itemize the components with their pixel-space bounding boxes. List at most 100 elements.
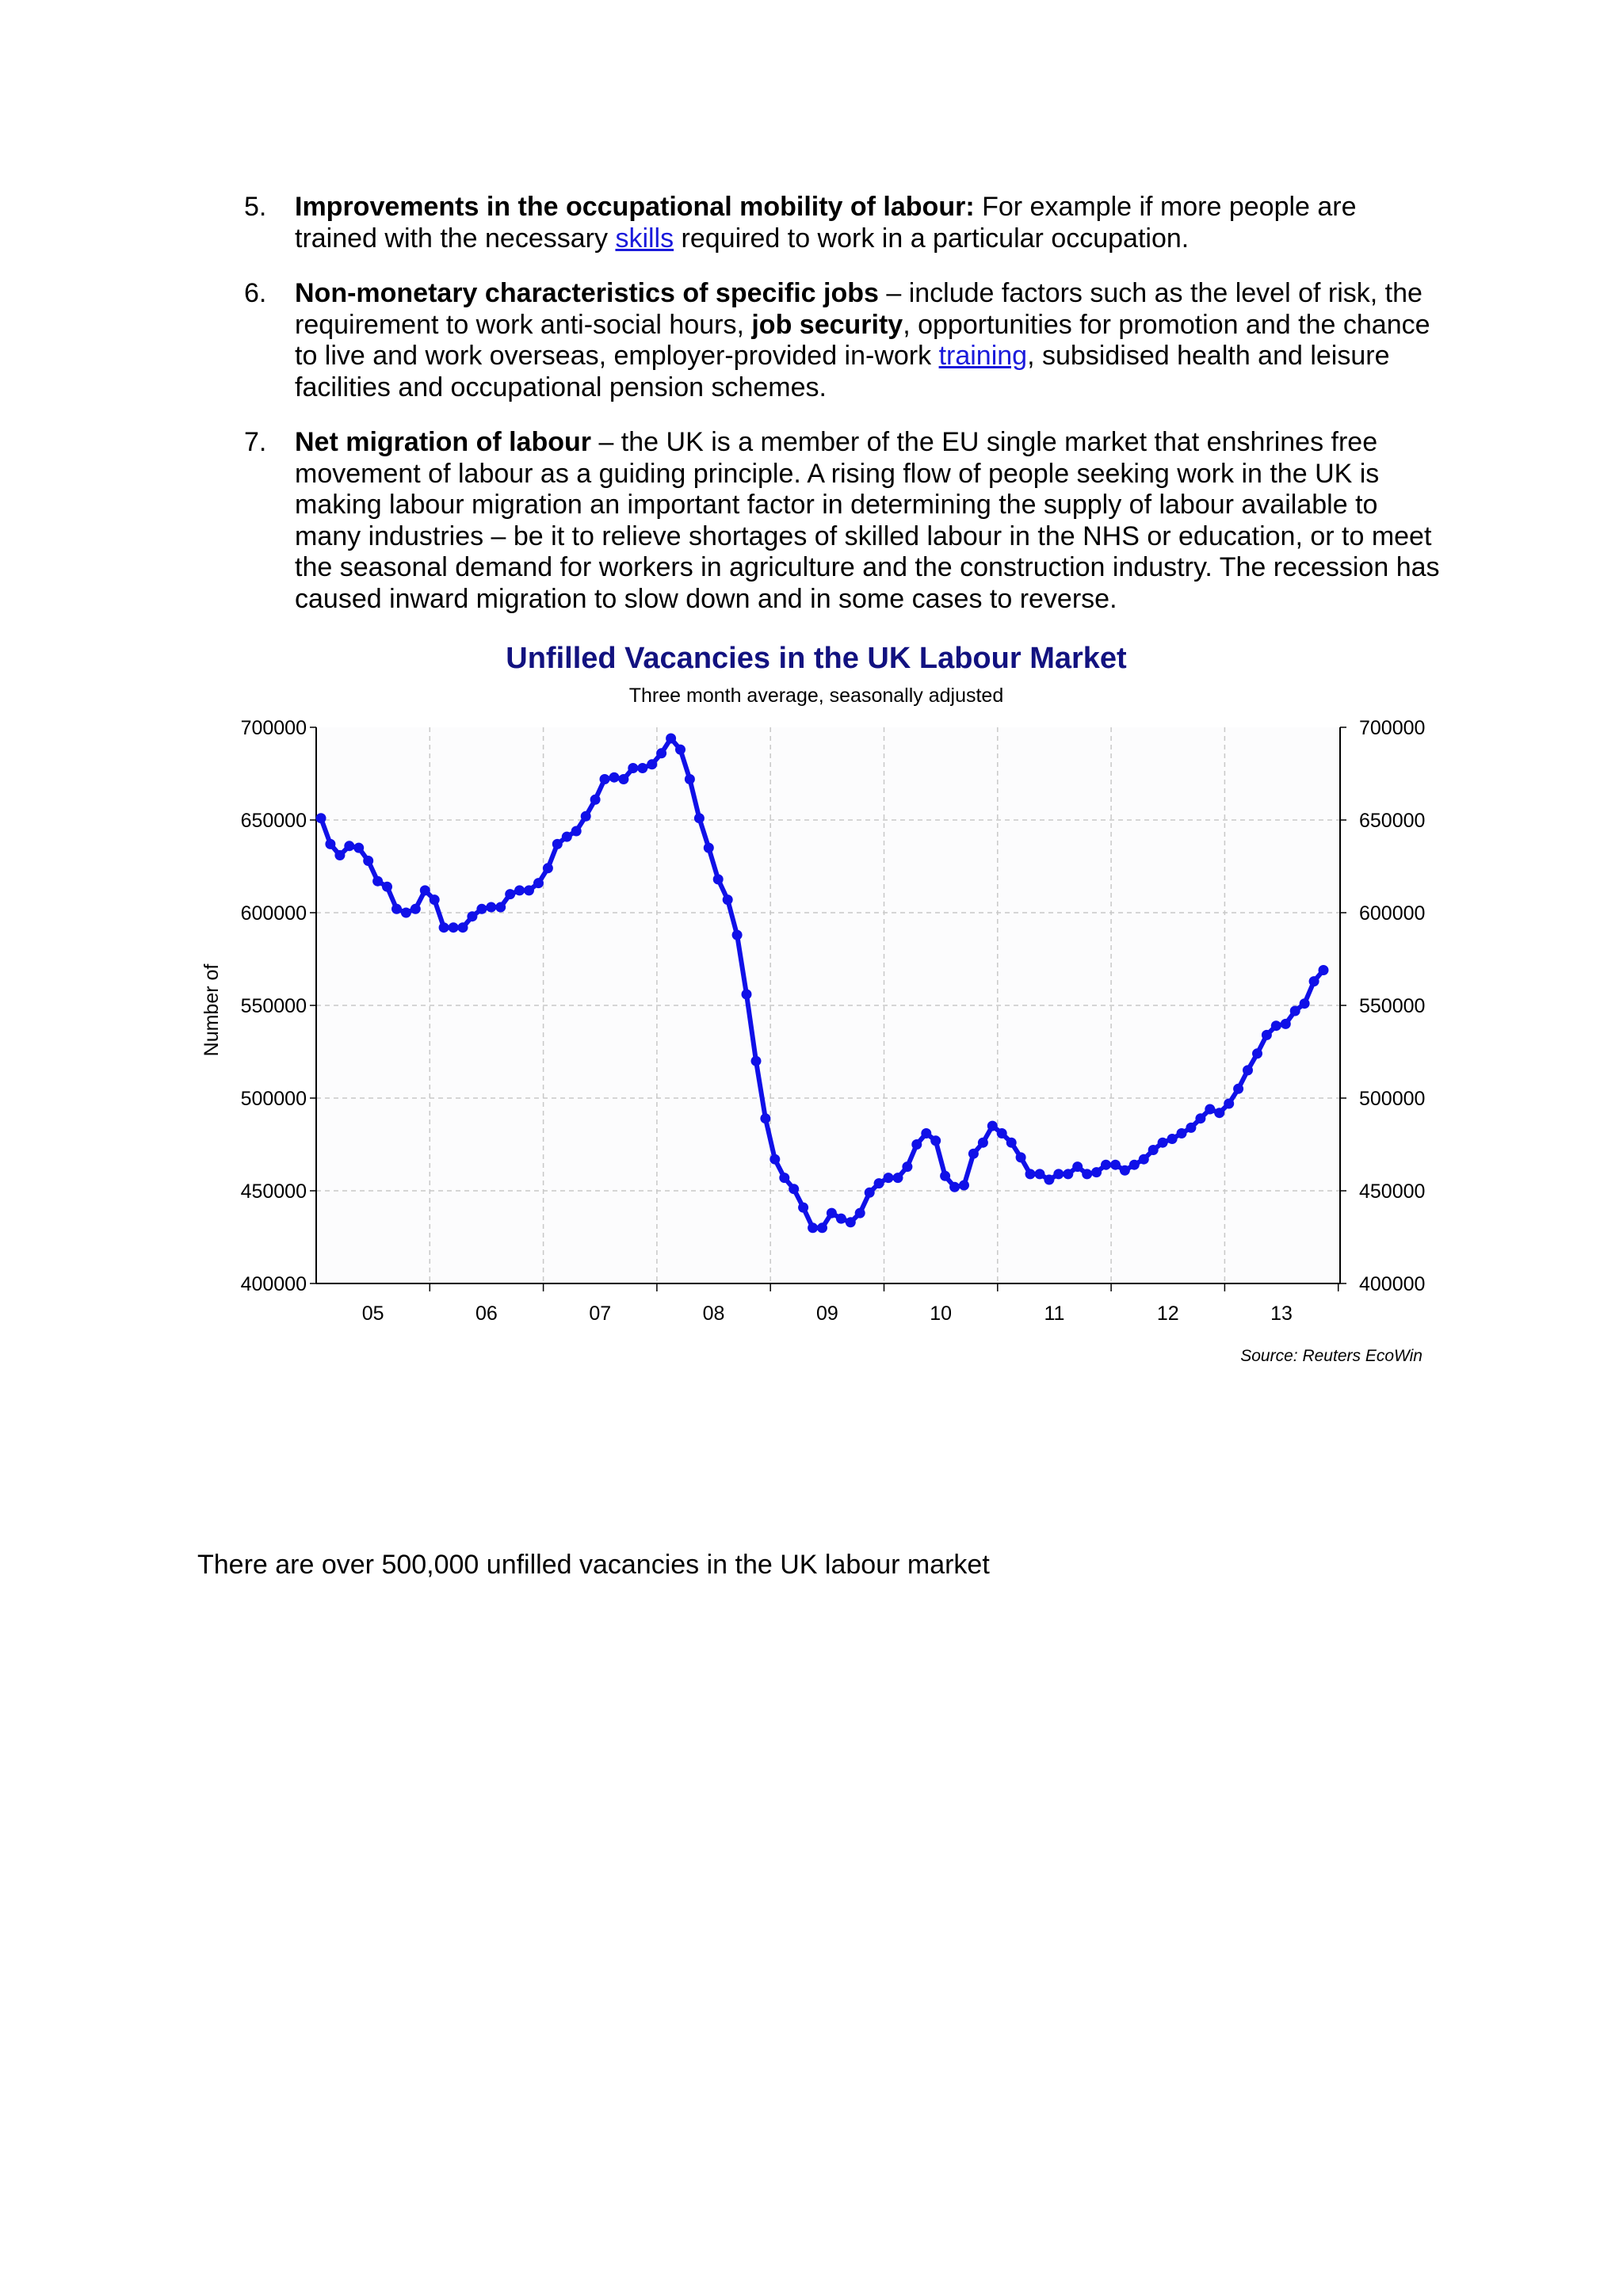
data-point [789, 1184, 800, 1195]
data-point [968, 1148, 979, 1159]
data-point [315, 813, 327, 824]
data-point [1299, 998, 1310, 1009]
data-point [693, 813, 705, 824]
data-point [1119, 1165, 1130, 1176]
data-point [1006, 1137, 1017, 1148]
y-tick-label: 650000 [241, 810, 307, 832]
data-point [1176, 1128, 1187, 1138]
data-point [731, 929, 743, 940]
data-point [448, 922, 459, 933]
data-point [1072, 1161, 1083, 1173]
list-item: 5. Improvements in the occupational mobi… [238, 192, 1442, 254]
item-text: – include factors such as the level of r… [295, 278, 1423, 340]
data-point [779, 1173, 790, 1184]
data-point [1082, 1169, 1093, 1180]
item-text: , opportunities for promotion and the ch… [295, 309, 1430, 372]
item-number: 5. [244, 192, 267, 222]
y-tick-label: 400000 [241, 1273, 307, 1295]
y-tick-label-right: 450000 [1359, 1180, 1425, 1203]
data-point [628, 763, 639, 773]
data-point [1167, 1134, 1178, 1144]
series-vacancies [315, 733, 1329, 1234]
data-point [684, 774, 695, 784]
y-tick-label-right: 400000 [1359, 1273, 1425, 1295]
data-point [1205, 1104, 1216, 1115]
data-point [1280, 1018, 1291, 1029]
data-point [609, 772, 620, 783]
x-tick-label: 08 [703, 1302, 725, 1325]
data-point [372, 875, 384, 887]
data-point [486, 902, 497, 913]
item-number: 6. [244, 278, 267, 308]
list-item: 7. Net migration of labour – the UK is a… [238, 427, 1442, 615]
data-point [580, 810, 591, 822]
data-point [1015, 1152, 1026, 1163]
data-point [524, 885, 534, 896]
data-point [987, 1120, 998, 1131]
data-point [666, 733, 677, 744]
data-point [741, 989, 752, 1000]
data-point [344, 841, 355, 852]
x-tick-label: 09 [816, 1302, 838, 1325]
data-point [808, 1222, 819, 1234]
y-tick-label: 500000 [241, 1088, 307, 1110]
item-heading: Non-monetary characteristics of specific… [295, 278, 879, 308]
skills-link[interactable]: skills [615, 223, 674, 254]
data-point [835, 1213, 846, 1224]
data-point [1148, 1145, 1159, 1155]
x-tick-label: 10 [930, 1302, 952, 1325]
data-point [1195, 1113, 1206, 1124]
data-point [656, 748, 667, 759]
y-tick-label: 550000 [241, 995, 307, 1017]
plot-area [316, 727, 1340, 1283]
x-tick-label: 12 [1157, 1302, 1179, 1325]
data-point [892, 1173, 903, 1184]
chart-title: Unfilled Vacancies in the UK Labour Mark… [506, 642, 1127, 675]
data-point [1233, 1083, 1244, 1094]
data-point [637, 763, 648, 773]
data-point [1270, 1020, 1281, 1032]
data-point [1034, 1169, 1045, 1180]
data-point [1214, 1108, 1225, 1119]
data-point [845, 1217, 856, 1228]
data-point [1308, 976, 1319, 987]
item-text: For example if more people are trained w… [295, 192, 1357, 254]
data-point [750, 1055, 762, 1066]
data-point [400, 907, 411, 918]
y-tick-label-right: 650000 [1359, 810, 1425, 832]
data-point [599, 774, 610, 784]
data-point [542, 863, 553, 874]
data-point [930, 1135, 941, 1146]
data-point [1128, 1159, 1140, 1170]
data-point [902, 1161, 913, 1173]
data-point [1224, 1098, 1235, 1109]
data-point [977, 1137, 988, 1148]
x-tick-label: 06 [475, 1302, 498, 1325]
chart-caption: There are over 500,000 unfilled vacancie… [197, 1550, 990, 1580]
data-point [561, 831, 572, 842]
data-point [864, 1187, 875, 1198]
data-point [798, 1202, 809, 1213]
data-point [476, 903, 487, 914]
data-point [438, 922, 449, 933]
list-item: 6. Non-monetary characteristics of speci… [238, 278, 1442, 403]
data-point [457, 922, 468, 933]
y-tick-label-right: 550000 [1359, 995, 1425, 1017]
training-link[interactable]: training [938, 341, 1028, 371]
data-point [1063, 1169, 1074, 1180]
item-text: required to work in a particular occupat… [674, 223, 1190, 254]
data-point [703, 842, 714, 853]
data-point [940, 1170, 951, 1181]
x-tick-label: 13 [1270, 1302, 1293, 1325]
data-point [921, 1128, 932, 1138]
x-tick-label: 07 [589, 1302, 611, 1325]
y-tick-label: 450000 [241, 1180, 307, 1203]
data-point [826, 1207, 837, 1219]
y-axis-label: Number of [200, 964, 223, 1057]
chart-subtitle: Three month average, seasonally adjusted [629, 685, 1004, 707]
data-point [1289, 1005, 1300, 1016]
y-tick-label-right: 600000 [1359, 902, 1425, 925]
x-tick-label: 05 [362, 1302, 384, 1325]
data-point [552, 838, 563, 849]
x-tick-label: 11 [1044, 1302, 1064, 1325]
